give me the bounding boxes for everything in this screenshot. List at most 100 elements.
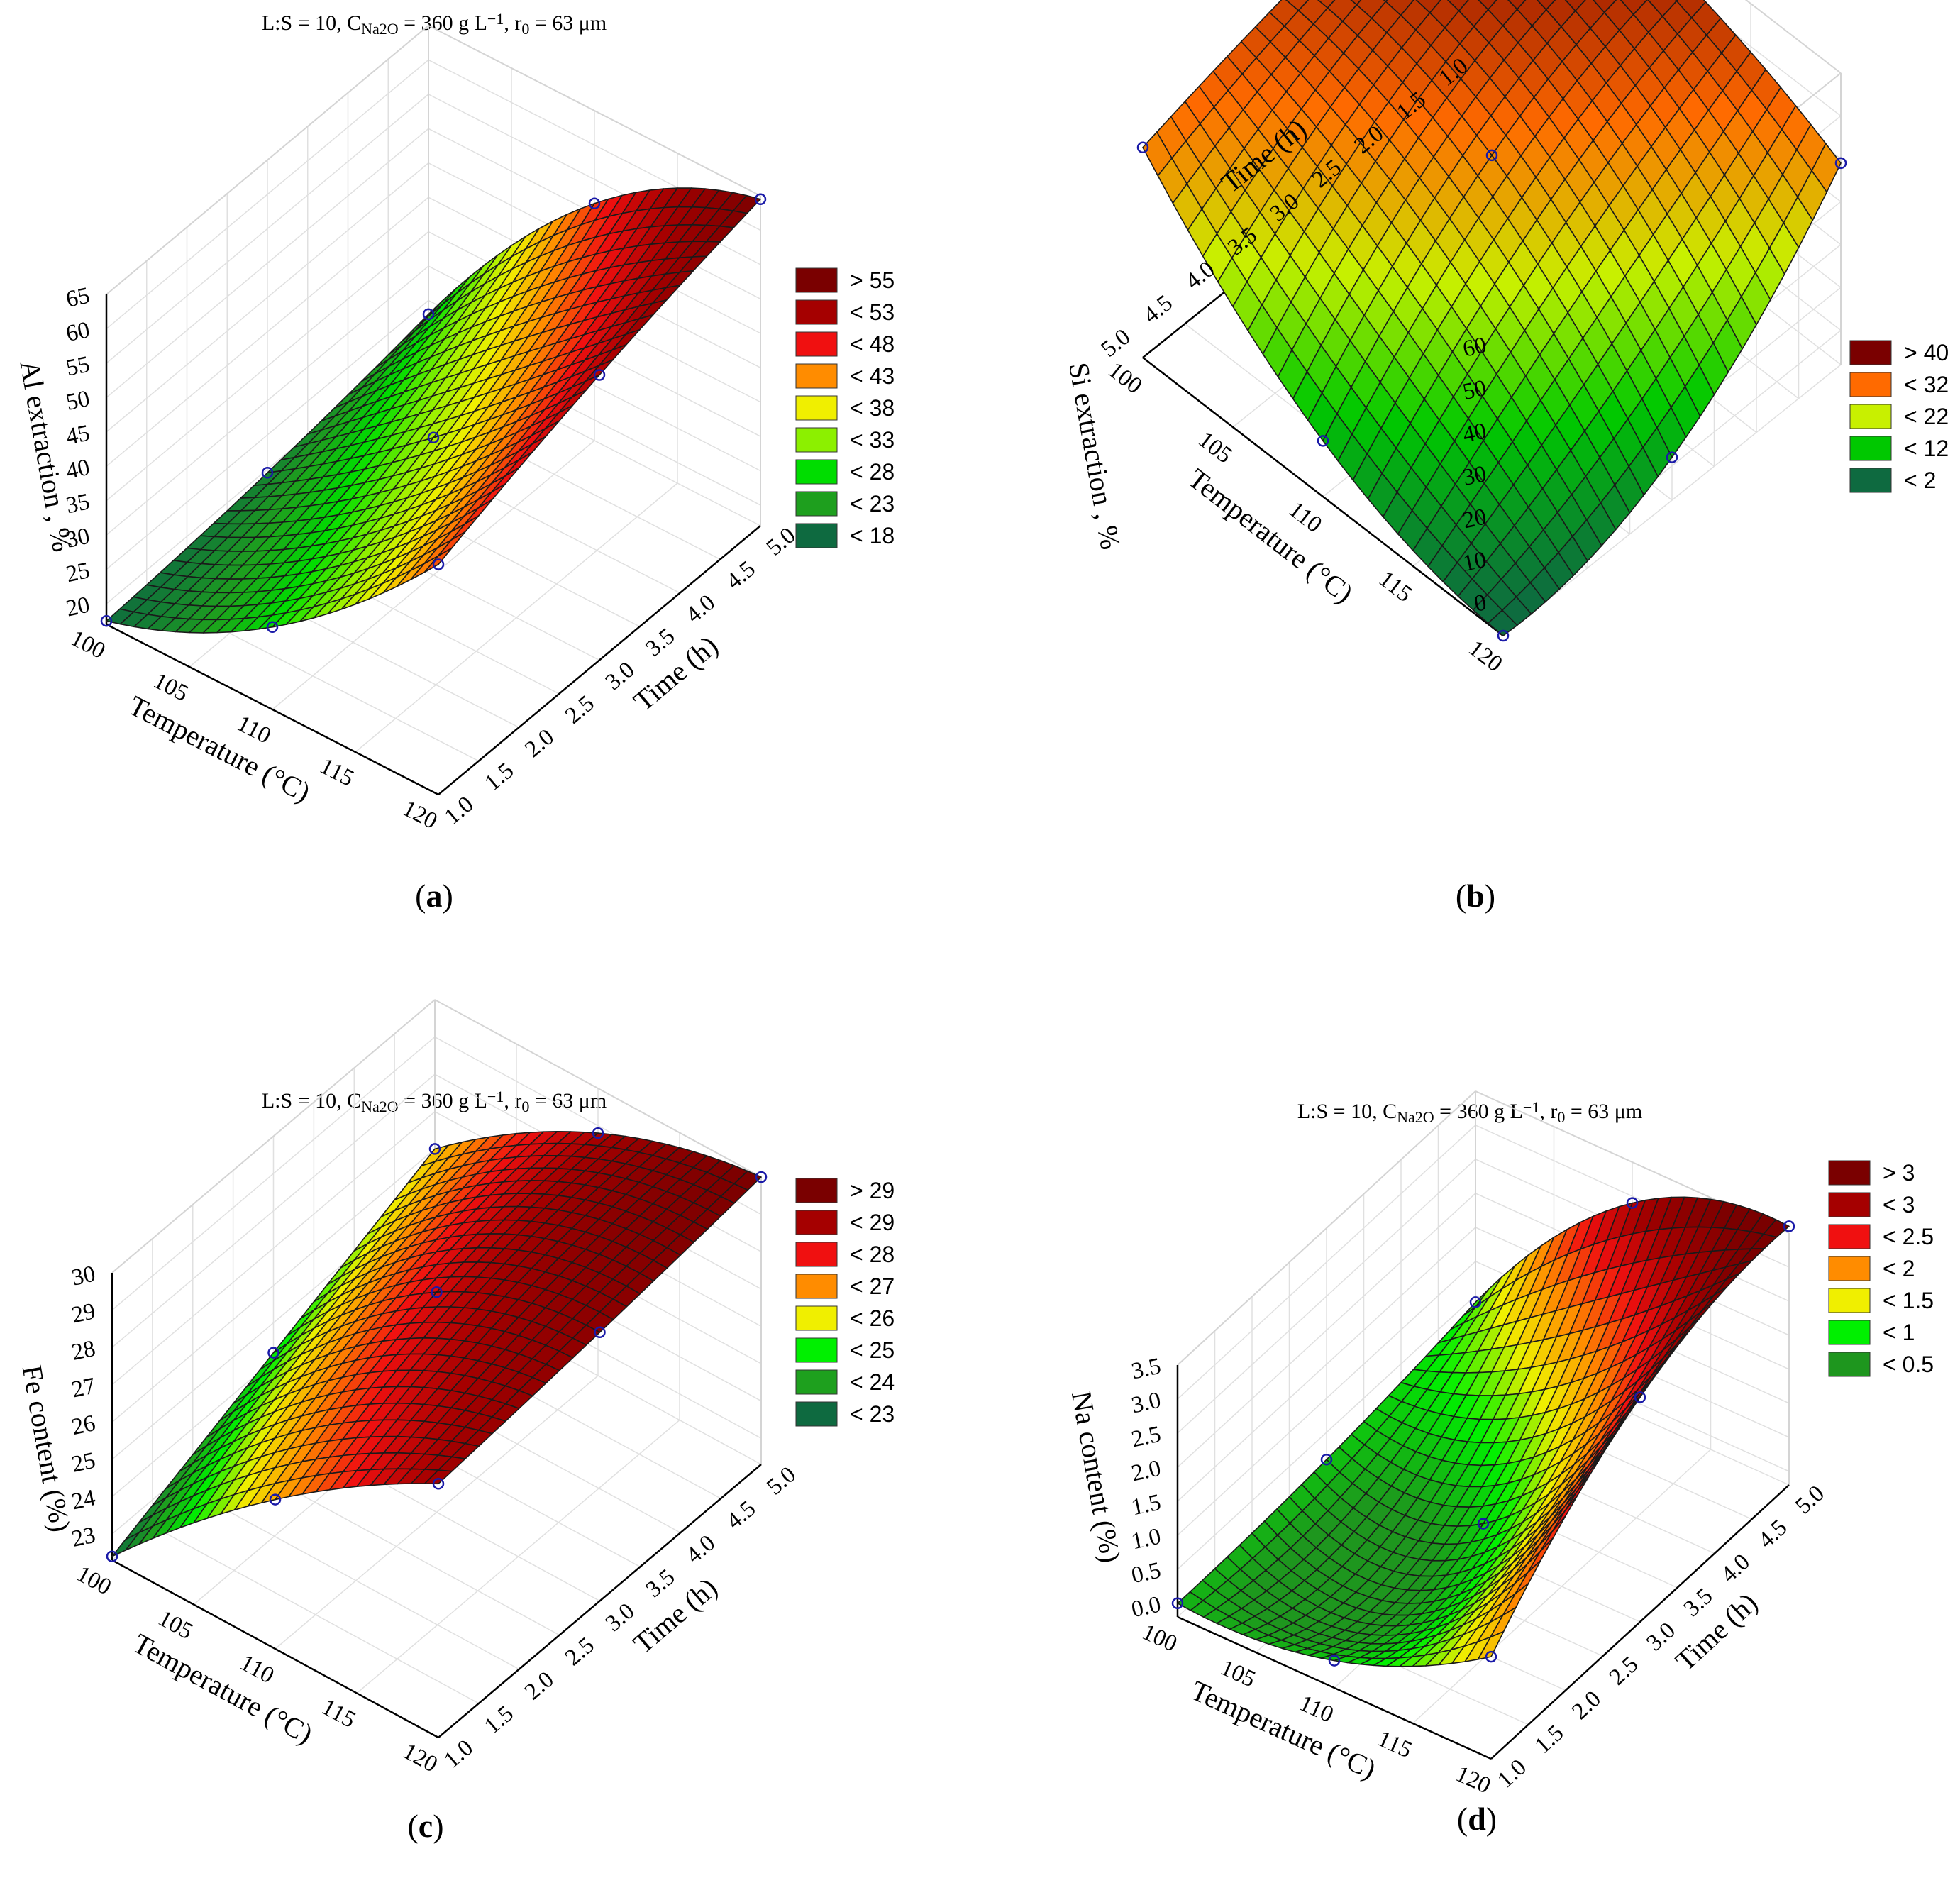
time-tick-label: 4.5 [721, 556, 760, 595]
legend-swatch [795, 1337, 838, 1363]
caption-paren: ) [443, 878, 453, 914]
legend-swatch [795, 1369, 838, 1395]
legend-swatch [795, 459, 838, 485]
legend: > 3 < 3 < 2.5 < 2 < 1.5 < 1 < 0.5 [1828, 1160, 1934, 1377]
time-tick-label: 5.0 [762, 523, 801, 561]
gridline-horizontal [106, 59, 429, 330]
caption-paren: ( [1457, 1801, 1468, 1837]
value-tick-label: 60 [64, 317, 92, 347]
value-tick-label: 26 [70, 1410, 98, 1440]
legend-swatch [795, 427, 838, 453]
gridline-floor-temp [356, 1419, 680, 1694]
conditions-title-part: = 360 g L [399, 11, 487, 35]
surface-cell [1487, 609, 1518, 636]
time-tick-label: 1.5 [480, 1701, 519, 1739]
design-point [261, 467, 274, 479]
time-tick-label: 4.5 [1139, 290, 1178, 328]
value-tick-label: 3.5 [1129, 1354, 1163, 1385]
response-surface [111, 1131, 762, 1557]
design-point [266, 621, 279, 634]
legend-label: < 0.5 [1883, 1352, 1934, 1377]
design-point [594, 1326, 606, 1339]
legend-label: < 29 [850, 1210, 895, 1235]
value-tick-label: 28 [70, 1336, 98, 1366]
design-point [593, 369, 606, 381]
gridline-horizontal [1177, 1193, 1476, 1468]
gridline-horizontal [111, 1037, 436, 1311]
temperature-tick-label: 100 [72, 1561, 116, 1600]
box-edge [106, 25, 429, 295]
temperature-axis [1142, 357, 1504, 636]
legend-label: < 2 [1904, 468, 1936, 493]
design-point [1136, 141, 1149, 154]
gridline-horizontal [111, 1111, 436, 1386]
legend-label: < 27 [850, 1274, 895, 1299]
conditions-title-part: = 63 μm [529, 11, 607, 35]
time-axis [438, 525, 761, 795]
conditions-title-part: Na2O [1397, 1108, 1434, 1126]
time-tick-label: 4.0 [1716, 1549, 1755, 1587]
legend-label: < 48 [850, 331, 895, 357]
time-tick-label: 2.5 [1605, 1652, 1644, 1690]
legend-label: < 23 [850, 491, 895, 517]
temperature-tick-label: 115 [1374, 1726, 1416, 1764]
legend-swatch [1828, 1224, 1871, 1249]
value-tick-label: 23 [70, 1523, 98, 1552]
time-axis [438, 1464, 762, 1738]
time-tick-label: 5.0 [1097, 324, 1136, 363]
temperature-tick-label: 100 [1103, 358, 1146, 399]
legend-swatch [1849, 436, 1892, 461]
value-tick-label: 30 [70, 1261, 98, 1291]
design-point [1626, 1197, 1639, 1209]
temperature-tick-label: 120 [1463, 636, 1507, 678]
conditions-title-part: , r [1539, 1100, 1557, 1123]
time-tick-label: 1.0 [439, 1735, 478, 1773]
gridline-horizontal [1177, 1261, 1476, 1536]
panel-caption: (d) [1457, 1801, 1497, 1837]
gridline-horizontal [1177, 1125, 1476, 1400]
gridline-horizontal [111, 1148, 436, 1423]
caption-paren: ( [407, 1808, 418, 1844]
temperature-tick-label: 120 [1452, 1761, 1495, 1799]
time-tick-label: 2.0 [520, 724, 559, 763]
design-point [1834, 157, 1847, 170]
chart-panel-b: L:S = 10, CNa2O = 360 g L−1, r0 = 63 μm1… [980, 0, 1960, 950]
temperature-axis-title: Temperature (°C) [1182, 462, 1359, 609]
design-point [427, 431, 440, 444]
value-tick-label: 30 [1461, 461, 1489, 491]
value-tick-label: 50 [1461, 375, 1489, 405]
chart-svg-c: L:S = 10, CNa2O = 360 g L−1, r0 = 63 μm 1… [16, 999, 895, 1844]
time-tick-label: 4.5 [721, 1496, 760, 1535]
legend-swatch [795, 299, 838, 325]
legend-label: > 3 [1883, 1160, 1915, 1186]
gridline-horizontal [1177, 1227, 1476, 1502]
temperature-axis-title: Temperature (°C) [1186, 1674, 1380, 1786]
design-point [592, 1127, 604, 1139]
response-surface [1177, 1196, 1790, 1667]
temperature-axis-title: Temperature (°C) [128, 1627, 318, 1750]
gridline-horizontal [106, 231, 429, 502]
value-tick-label: 65 [64, 283, 92, 313]
chart-panel-c: L:S = 10, CNa2O = 360 g L−1, r0 = 63 μm 1… [0, 950, 980, 1900]
legend-label: < 1 [1883, 1320, 1915, 1345]
temperature-tick-label: 115 [316, 753, 358, 792]
design-point [1469, 1296, 1482, 1308]
gridline-horizontal [106, 299, 429, 570]
conditions-title-part: L:S = 10, C [262, 1089, 361, 1112]
conditions-title-part: Na2O [361, 20, 399, 38]
gridline-floor-temp [275, 1375, 599, 1650]
time-tick-label: 2.0 [1567, 1686, 1606, 1724]
time-tick-label: 1.0 [440, 792, 479, 830]
value-tick-label: 27 [70, 1373, 98, 1403]
legend-label: < 38 [850, 395, 895, 421]
legend-label: < 28 [850, 1242, 895, 1267]
value-tick-label: 29 [70, 1298, 98, 1328]
design-point [1783, 1220, 1795, 1232]
value-tick-label: 2.5 [1129, 1422, 1163, 1453]
box-edge [434, 999, 762, 1178]
temperature-axis-title: Temperature (°C) [123, 689, 316, 808]
legend: > 55 < 53 < 48 < 43 < 38 < 33 < 28 < 23 < 18 [795, 267, 895, 548]
gridline-horizontal [106, 265, 429, 536]
value-axis-title: Si extraction , % [1063, 360, 1127, 551]
value-tick-label: 35 [64, 489, 92, 519]
